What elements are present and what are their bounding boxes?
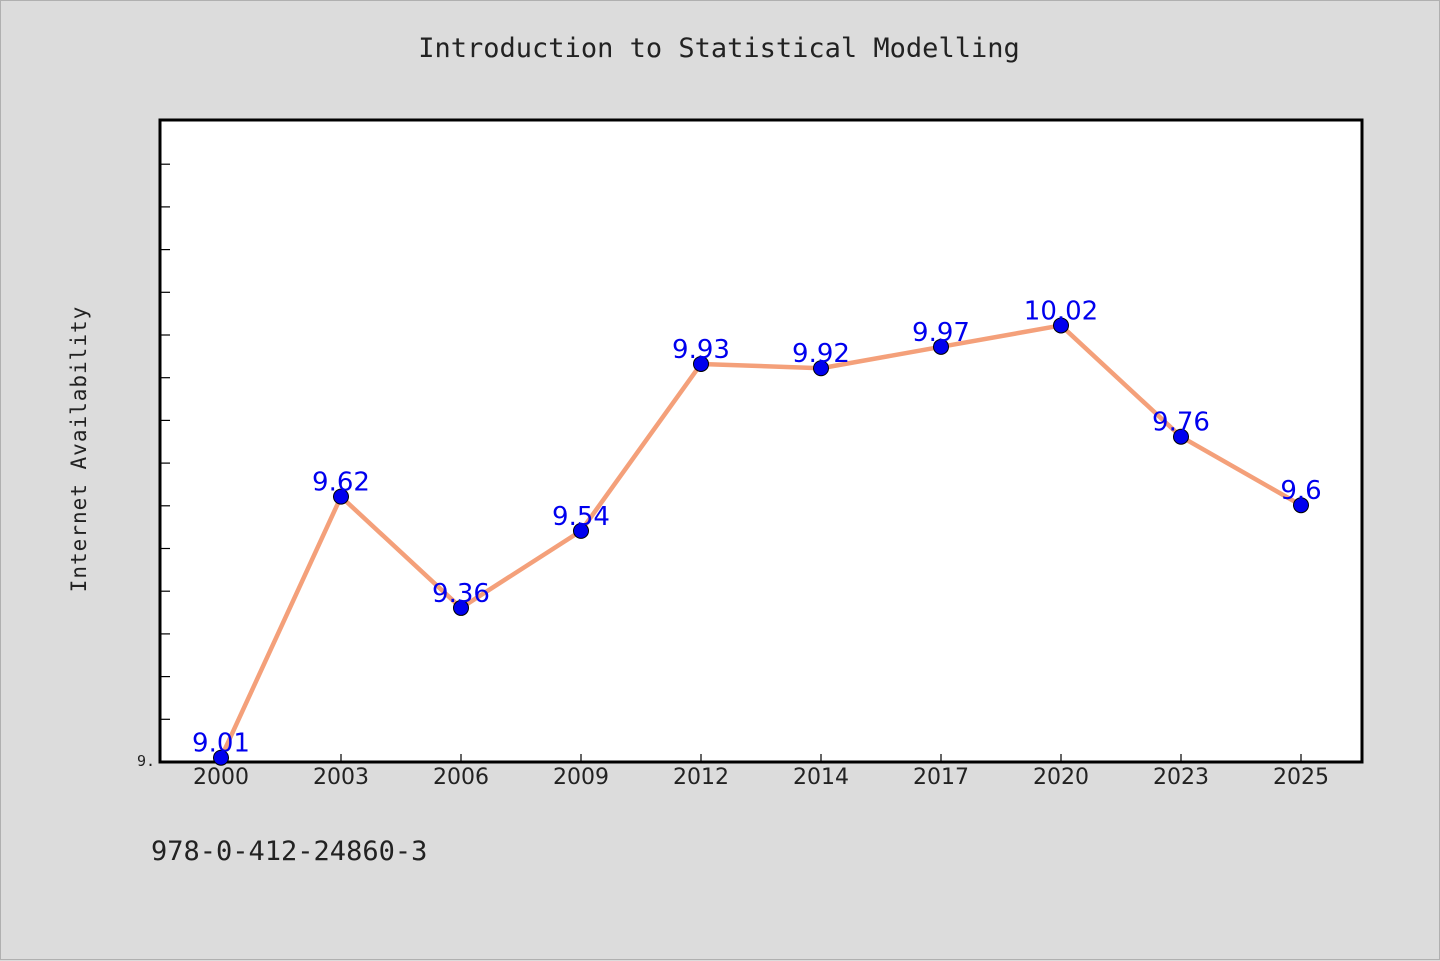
data-label: 9.97: [912, 318, 970, 348]
x-tick-label: 2006: [433, 765, 489, 790]
data-point: [333, 488, 349, 505]
data-point: [813, 360, 829, 377]
x-tick-label: 2020: [1033, 765, 1089, 790]
isbn-caption: 978-0-412-24860-3: [151, 836, 428, 867]
x-axis-ticks: 2000 2003 2006 2009 2012 2014 2017 2020 2023 2025: [193, 754, 1329, 790]
x-tick-label: 2023: [1153, 765, 1209, 790]
x-tick-label: 2014: [793, 765, 849, 790]
data-point: [1293, 497, 1309, 514]
data-point: [573, 522, 589, 539]
y-tick-label: 9.: [137, 752, 155, 770]
chart-title: Introduction to Statistical Modelling: [418, 33, 1020, 64]
data-point: [1173, 428, 1189, 445]
data-label: 9.6: [1280, 476, 1321, 506]
data-label: 9.01: [192, 729, 250, 759]
data-label: 9.92: [792, 339, 850, 369]
data-label: 9.62: [312, 468, 370, 498]
data-labels: 9.01 9.62 9.36 9.54 9.93 9.92 9.97 10.02 9.76 9.6: [192, 296, 1322, 758]
data-label: 9.93: [672, 335, 730, 365]
series-line: [218, 323, 1304, 760]
x-tick-label: 2003: [313, 765, 369, 790]
data-label: 9.76: [1152, 408, 1210, 438]
data-label: 9.36: [432, 579, 490, 609]
data-point: [693, 355, 709, 372]
x-tick-label: 2000: [193, 765, 249, 790]
data-label: 10.02: [1024, 296, 1098, 326]
data-markers: [213, 317, 1309, 766]
x-tick-label: 2009: [553, 765, 609, 790]
data-point: [453, 599, 469, 616]
data-point: [933, 338, 949, 355]
y-axis-ticks: [160, 163, 170, 763]
plot-area: [158, 118, 1364, 764]
x-tick-label: 2012: [673, 765, 729, 790]
data-point: [213, 749, 229, 766]
data-point: [1053, 317, 1069, 334]
x-tick-label: 2017: [913, 765, 969, 790]
x-tick-label: 2025: [1273, 765, 1329, 790]
data-label: 9.54: [552, 502, 610, 532]
